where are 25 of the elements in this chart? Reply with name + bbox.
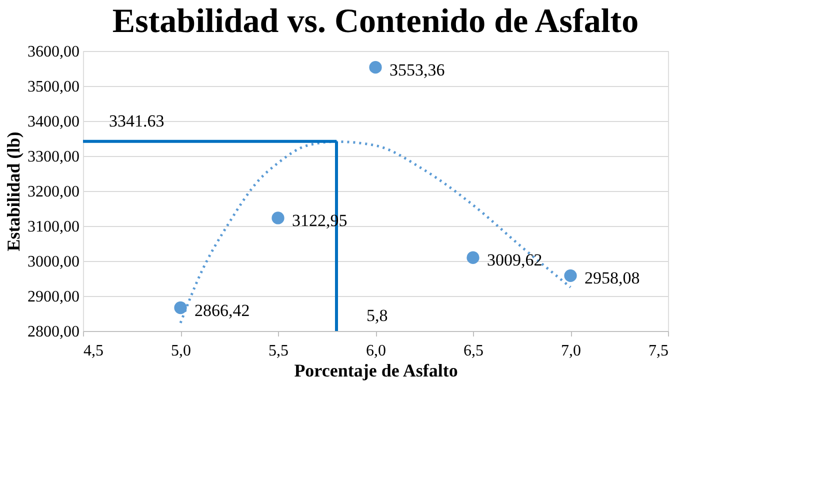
y-tick-label: 2900,00 — [28, 288, 80, 306]
y-tick-label: 3400,00 — [28, 114, 80, 130]
x-tick-label: 6,0 — [366, 342, 386, 360]
y-tick-label: 3100,00 — [28, 218, 80, 236]
y-tick-label: 3000,00 — [28, 254, 80, 270]
ref-line-label: 3341.63 — [109, 111, 164, 130]
y-tick-label: 2800,00 — [28, 324, 80, 340]
x-tick-label: 6,5 — [464, 342, 484, 360]
x-tick-label: 5,0 — [171, 342, 191, 360]
x-tick-label: 7,0 — [561, 342, 581, 360]
x-tick-label: 4,5 — [84, 342, 104, 360]
ref-line-label: 5,8 — [366, 306, 388, 325]
y-tick-label: 3600,00 — [28, 44, 80, 60]
x-axis-title: Porcentaje de Asfalto — [294, 360, 458, 380]
x-tick-label: 7,5 — [648, 342, 668, 360]
data-label: 2866,42 — [194, 300, 250, 320]
y-tick-label: 3500,00 — [28, 78, 80, 96]
y-axis-title: Estabilidad (lb) — [4, 132, 24, 252]
data-label: 3553,36 — [390, 60, 445, 80]
data-label: 2958,08 — [584, 268, 640, 288]
data-label: 3009,62 — [487, 250, 542, 270]
y-tick-label: 3300,00 — [28, 148, 80, 166]
x-tick-label: 5,5 — [268, 342, 288, 360]
y-tick-label: 3200,00 — [28, 184, 80, 200]
chart-title: Estabilidad vs. Contenido de Asfalto — [112, 3, 639, 40]
